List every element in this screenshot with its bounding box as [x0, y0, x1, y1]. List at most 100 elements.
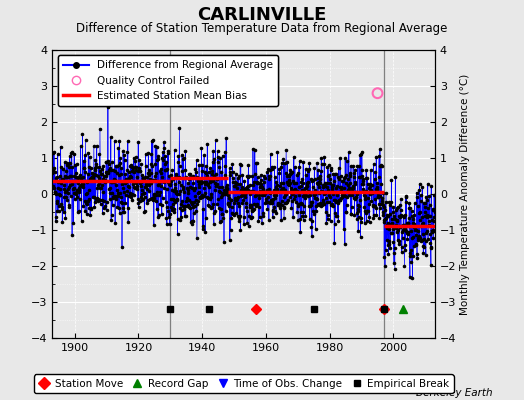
Point: [277, 187, 285, 194]
Point: [254, 218, 263, 224]
Point: [336, 196, 344, 203]
Point: [325, 194, 334, 200]
Point: [157, 166, 166, 172]
Point: [359, 178, 367, 184]
Point: [185, 176, 194, 182]
Point: [270, 191, 278, 198]
Point: [294, 164, 303, 170]
Point: [315, 180, 324, 186]
Point: [173, 197, 181, 203]
Point: [337, 187, 345, 193]
Point: [172, 196, 181, 202]
Point: [133, 178, 141, 184]
Point: [202, 215, 210, 221]
Point: [256, 184, 264, 191]
Point: [217, 211, 226, 217]
Point: [149, 137, 157, 143]
Point: [208, 204, 216, 210]
Point: [75, 188, 83, 195]
Point: [241, 194, 249, 200]
Point: [61, 173, 69, 180]
Point: [76, 183, 84, 190]
Point: [79, 203, 88, 210]
Point: [141, 151, 150, 157]
Point: [414, 236, 422, 243]
Point: [292, 188, 300, 194]
Legend: Station Move, Record Gap, Time of Obs. Change, Empirical Break: Station Move, Record Gap, Time of Obs. C…: [34, 374, 454, 393]
Point: [410, 221, 418, 227]
Point: [312, 208, 321, 214]
Point: [424, 236, 432, 242]
Point: [370, 203, 378, 209]
Point: [346, 180, 355, 186]
Point: [57, 201, 66, 207]
Point: [217, 218, 225, 224]
Point: [314, 167, 322, 173]
Point: [305, 202, 313, 209]
Point: [134, 138, 143, 145]
Point: [304, 192, 313, 199]
Point: [419, 242, 428, 249]
Point: [115, 160, 124, 166]
Point: [222, 184, 231, 191]
Point: [292, 172, 301, 179]
Point: [203, 140, 212, 147]
Point: [196, 195, 204, 202]
Point: [170, 206, 178, 212]
Point: [235, 218, 244, 224]
Point: [187, 198, 195, 205]
Point: [107, 134, 115, 140]
Point: [159, 157, 168, 163]
Point: [347, 204, 356, 210]
Point: [252, 203, 260, 209]
Point: [429, 226, 438, 233]
Point: [246, 188, 255, 194]
Point: [176, 217, 184, 224]
Point: [210, 156, 219, 162]
Point: [255, 188, 264, 194]
Point: [51, 189, 59, 196]
Point: [343, 202, 351, 208]
Point: [270, 208, 279, 214]
Point: [345, 192, 353, 198]
Point: [359, 186, 368, 192]
Point: [113, 163, 121, 169]
Point: [429, 218, 438, 224]
Point: [94, 173, 103, 180]
Point: [275, 201, 283, 207]
Point: [297, 200, 305, 206]
Point: [163, 185, 171, 192]
Point: [61, 215, 70, 221]
Point: [216, 188, 224, 195]
Point: [308, 178, 316, 184]
Point: [376, 205, 385, 211]
Point: [220, 186, 228, 193]
Point: [228, 175, 237, 181]
Point: [278, 198, 287, 204]
Point: [74, 185, 83, 191]
Point: [309, 177, 317, 184]
Point: [163, 166, 172, 172]
Point: [379, 204, 388, 210]
Point: [371, 169, 379, 176]
Point: [251, 171, 259, 177]
Point: [236, 162, 245, 168]
Point: [282, 147, 290, 154]
Point: [313, 180, 321, 186]
Point: [256, 214, 264, 220]
Point: [112, 196, 121, 202]
Point: [189, 180, 197, 187]
Point: [347, 186, 356, 192]
Point: [304, 178, 312, 185]
Point: [280, 215, 288, 221]
Point: [102, 169, 110, 175]
Point: [221, 163, 230, 170]
Point: [74, 180, 83, 186]
Point: [293, 188, 301, 195]
Point: [263, 187, 271, 193]
Point: [49, 150, 58, 156]
Point: [352, 189, 360, 195]
Point: [375, 200, 384, 207]
Point: [154, 214, 162, 220]
Point: [274, 202, 282, 208]
